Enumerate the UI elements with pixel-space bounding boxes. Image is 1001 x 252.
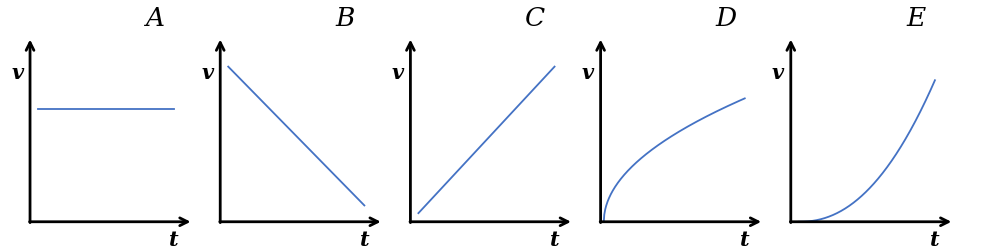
Text: B: B [335, 6, 354, 31]
Text: v: v [11, 63, 23, 83]
Text: C: C [526, 6, 546, 31]
Text: t: t [550, 230, 560, 250]
Text: t: t [169, 230, 179, 250]
Text: t: t [740, 230, 750, 250]
Text: E: E [906, 6, 925, 31]
Text: v: v [582, 63, 594, 83]
Text: v: v [201, 63, 213, 83]
Text: t: t [930, 230, 940, 250]
Text: A: A [145, 6, 164, 31]
Text: t: t [359, 230, 369, 250]
Text: v: v [772, 63, 784, 83]
Text: v: v [391, 63, 403, 83]
Text: D: D [715, 6, 736, 31]
